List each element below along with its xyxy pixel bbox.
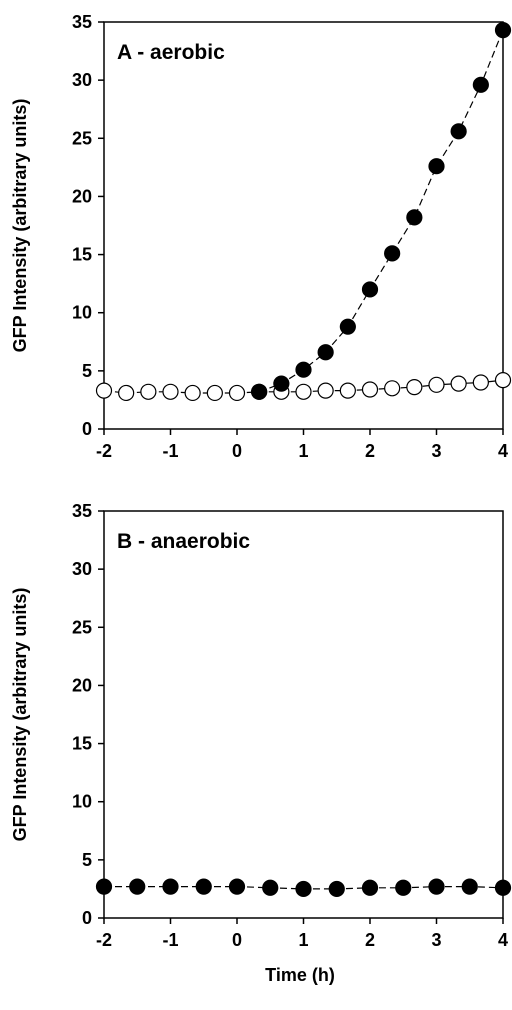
data-point-filled — [262, 879, 279, 896]
data-point-filled — [162, 878, 179, 895]
data-point-filled — [428, 158, 445, 175]
data-point-filled — [251, 383, 268, 400]
x-tick-label: 0 — [232, 930, 242, 950]
data-point-open — [140, 383, 157, 400]
y-axis-title: GFP Intensity (arbitrary units) — [10, 588, 30, 842]
y-tick-label: 10 — [72, 792, 92, 812]
y-tick-label: 30 — [72, 559, 92, 579]
data-point-open — [162, 383, 179, 400]
data-point-filled — [129, 878, 146, 895]
data-point-open — [184, 384, 201, 402]
y-tick-label: 15 — [72, 245, 92, 265]
data-point-filled — [395, 879, 412, 896]
data-point-open — [317, 382, 334, 399]
data-point-filled — [361, 281, 379, 298]
y-tick-label: 25 — [72, 617, 92, 637]
data-point-open — [206, 384, 223, 402]
data-point-filled — [494, 22, 512, 39]
x-tick-label: 4 — [498, 441, 508, 461]
data-point-filled — [494, 879, 512, 896]
data-point-filled — [317, 344, 334, 361]
y-tick-label: 5 — [82, 850, 92, 870]
panel-anaerobic: 0 5 10 15 20 25 30 35 -2 -1 0 1 2 3 4 GFP Intensity (ar… — [10, 501, 512, 950]
y-tick-label: 35 — [72, 501, 92, 521]
data-point-open — [472, 374, 489, 391]
data-point-open — [361, 381, 379, 398]
series-line — [258, 29, 504, 393]
y-tick-label: 35 — [72, 12, 92, 32]
data-point-open — [450, 375, 467, 392]
data-point-open — [228, 384, 246, 402]
x-tick-label: 2 — [365, 441, 375, 461]
data-point-filled — [95, 878, 113, 895]
x-tick-label: 1 — [298, 930, 308, 950]
y-axis-title: GFP Intensity (arbitrary units) — [10, 99, 30, 353]
data-point-filled — [406, 209, 423, 226]
y-tick-label: 5 — [82, 361, 92, 381]
x-axis-title: Time (h) — [265, 965, 335, 985]
x-tick-label: -2 — [96, 930, 112, 950]
data-point-filled — [428, 878, 445, 895]
panel-aerobic: 0 5 10 15 20 25 30 35 -2 -1 0 1 2 3 4 GFP Intensity (ar… — [10, 12, 512, 461]
x-tick-label: -1 — [162, 441, 178, 461]
data-point-open — [384, 380, 401, 397]
x-tick-label: -1 — [162, 930, 178, 950]
data-point-filled — [450, 123, 467, 140]
data-point-filled — [472, 76, 489, 93]
data-point-open — [118, 384, 135, 402]
data-point-open — [428, 376, 445, 393]
data-point-open — [295, 383, 312, 400]
data-point-filled — [195, 878, 212, 895]
x-tick-label: 4 — [498, 930, 508, 950]
panel-label: B - anaerobic — [117, 530, 250, 553]
data-point-open — [406, 379, 423, 396]
data-point-filled — [273, 375, 290, 392]
y-tick-label: 30 — [72, 70, 92, 90]
y-tick-label: 20 — [72, 675, 92, 695]
x-tick-label: 0 — [232, 441, 242, 461]
x-tick-label: 1 — [298, 441, 308, 461]
x-tick-label: -2 — [96, 441, 112, 461]
panel-label: A - aerobic — [117, 41, 225, 64]
data-point-filled — [384, 245, 401, 262]
data-point-filled — [461, 878, 478, 895]
y-tick-label: 0 — [82, 419, 92, 439]
y-tick-label: 15 — [72, 734, 92, 754]
y-tick-label: 0 — [82, 908, 92, 928]
y-tick-label: 10 — [72, 303, 92, 323]
y-tick-label: 20 — [72, 186, 92, 206]
x-tick-label: 3 — [431, 930, 441, 950]
data-point-filled — [295, 880, 312, 898]
x-tick-label: 2 — [365, 930, 375, 950]
data-point-filled — [228, 878, 246, 895]
data-point-filled — [295, 361, 312, 378]
y-tick-label: 25 — [72, 128, 92, 148]
data-point-open — [339, 382, 356, 399]
x-tick-label: 3 — [431, 441, 441, 461]
data-point-open — [95, 382, 113, 399]
plot-frame — [103, 510, 504, 919]
data-point-filled — [339, 318, 356, 335]
data-point-open — [494, 372, 512, 389]
data-point-filled — [361, 879, 379, 896]
data-point-filled — [328, 880, 345, 898]
